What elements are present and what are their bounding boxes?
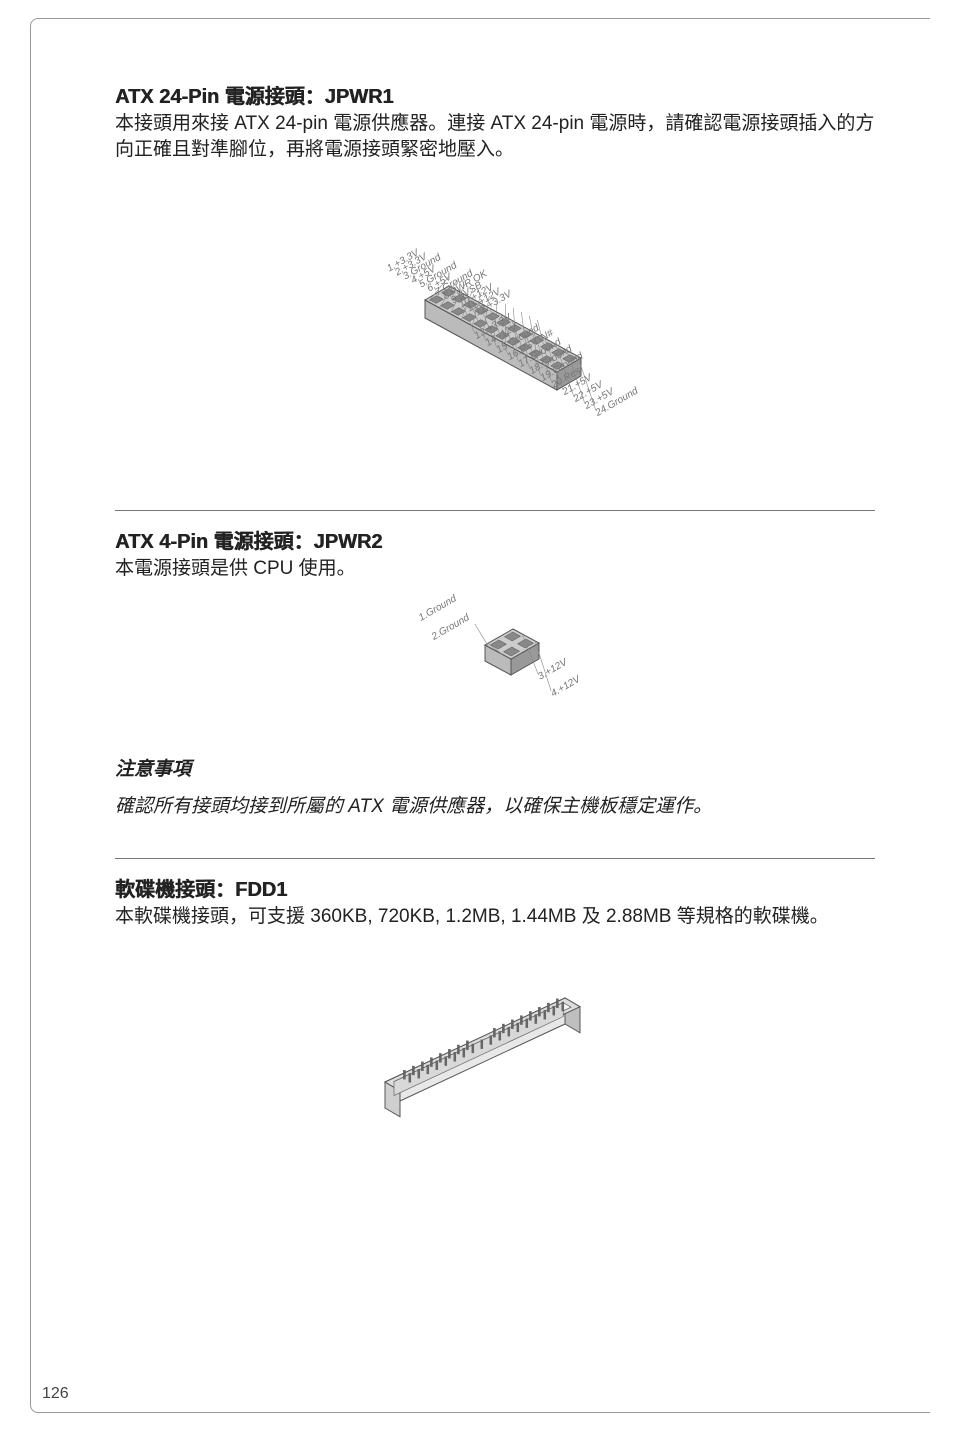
svg-text:2.Ground: 2.Ground	[429, 612, 472, 643]
section-fdd1: 軟碟機接頭：FDD1 本軟碟機接頭，可支援 360KB, 720KB, 1.2M…	[115, 873, 875, 1124]
divider-2	[115, 858, 875, 859]
note-text: 確認所有接頭均接到所屬的 ATX 電源供應器，以確保主機板穩定運作。	[115, 791, 875, 818]
heading-jpwr1: ATX 24-Pin 電源接頭：JPWR1	[115, 80, 875, 109]
divider-1	[115, 510, 875, 511]
page-number: 126	[42, 1385, 69, 1403]
diagram-fdd1-wrap	[115, 974, 875, 1124]
note-heading: 注意事項	[115, 754, 875, 781]
diagram-jpwr1-wrap: 12.+3.3V11.+12V10.+12V9.5VSB8.PWR OK7.Gr…	[115, 170, 875, 470]
heading-fdd1: 軟碟機接頭：FDD1	[115, 873, 875, 902]
diagram-fdd1	[345, 974, 645, 1124]
svg-text:4.+12V: 4.+12V	[549, 673, 583, 699]
page-content: ATX 24-Pin 電源接頭：JPWR1 本接頭用來接 ATX 24-pin …	[115, 80, 875, 1164]
section-jpwr1: ATX 24-Pin 電源接頭：JPWR1 本接頭用來接 ATX 24-pin …	[115, 80, 875, 470]
body-fdd1: 本軟碟機接頭，可支援 360KB, 720KB, 1.2MB, 1.44MB 及…	[115, 904, 875, 930]
section-jpwr2: ATX 4-Pin 電源接頭：JPWR2 本電源接頭是供 CPU 使用。 1.G…	[115, 525, 875, 818]
body-jpwr2: 本電源接頭是供 CPU 使用。	[115, 556, 875, 582]
diagram-jpwr1: 12.+3.3V11.+12V10.+12V9.5VSB8.PWR OK7.Gr…	[285, 170, 705, 470]
body-jpwr1: 本接頭用來接 ATX 24-pin 電源供應器。連接 ATX 24-pin 電源…	[115, 111, 875, 162]
diagram-jpwr2-wrap: 1.Ground2.Ground3.+12V4.+12V	[115, 590, 875, 730]
heading-jpwr2: ATX 4-Pin 電源接頭：JPWR2	[115, 525, 875, 554]
diagram-jpwr2: 1.Ground2.Ground3.+12V4.+12V	[345, 590, 645, 730]
